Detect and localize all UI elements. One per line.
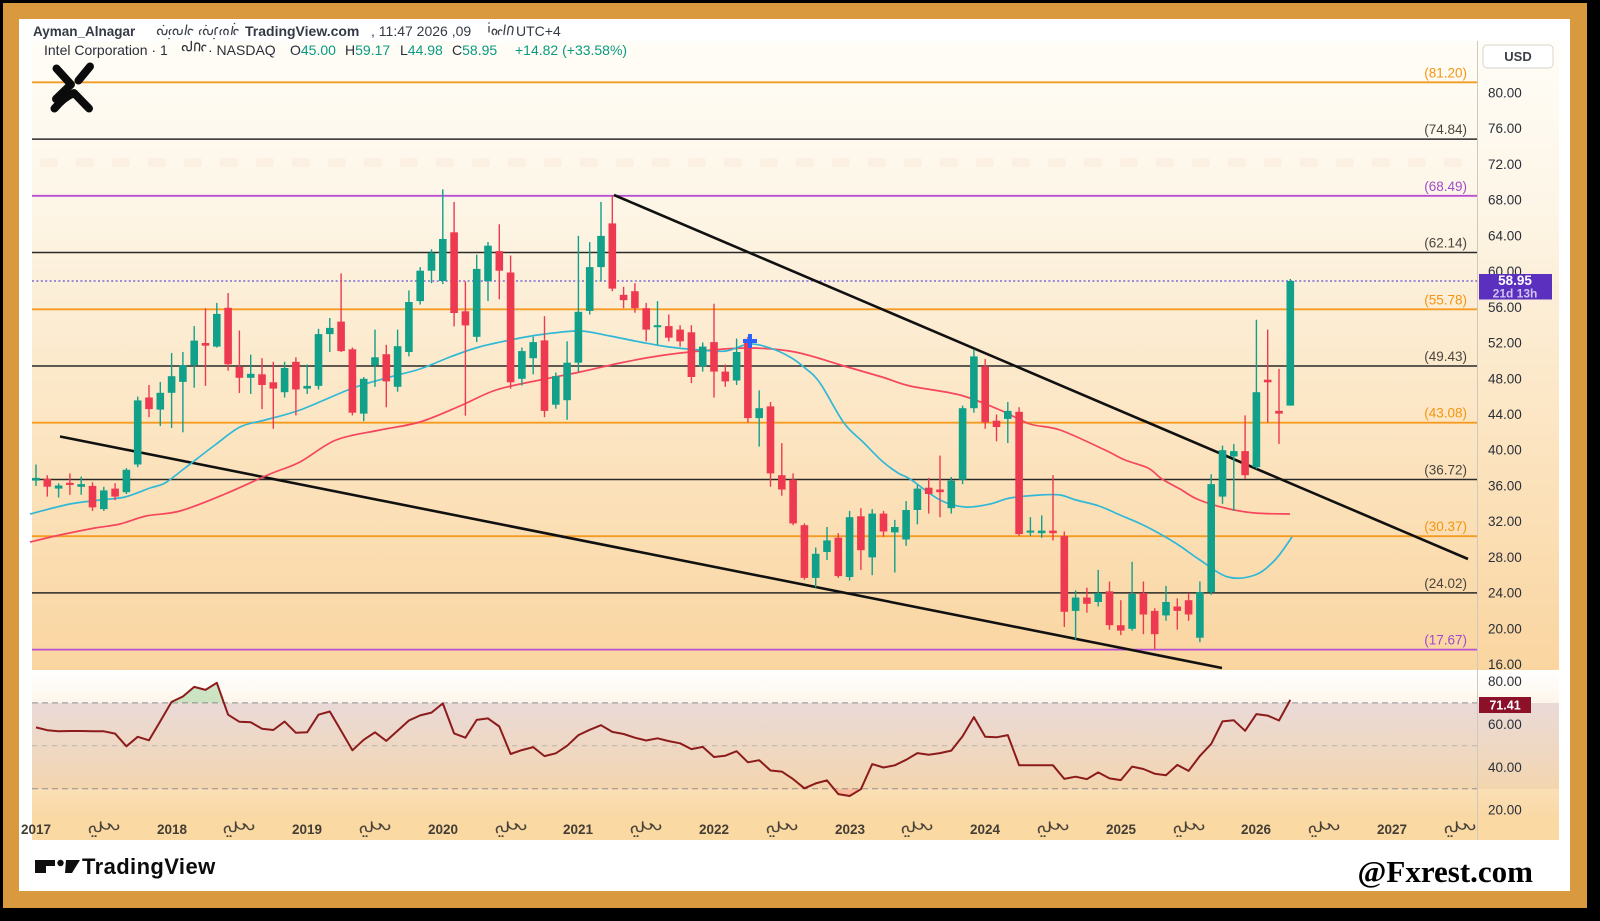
svg-text:UTC+4: UTC+4 [516, 23, 561, 39]
svg-text:(49.43): (49.43) [1424, 349, 1467, 364]
svg-text:40.00: 40.00 [1488, 760, 1522, 775]
svg-text:20.00: 20.00 [1488, 803, 1522, 818]
svg-text:(43.08): (43.08) [1424, 406, 1467, 421]
svg-text:2020: 2020 [428, 822, 458, 837]
svg-text:Intel Corporation · 1: Intel Corporation · 1 [44, 42, 168, 58]
svg-text:(17.67): (17.67) [1424, 633, 1467, 648]
svg-text:32.00: 32.00 [1488, 514, 1522, 529]
svg-text:2019: 2019 [292, 822, 322, 837]
svg-text:(36.72): (36.72) [1424, 463, 1467, 478]
svg-text:O45.00: O45.00 [290, 42, 336, 58]
svg-text:2026: 2026 [1241, 822, 1272, 837]
svg-text:(62.14): (62.14) [1424, 236, 1467, 251]
svg-text:52.00: 52.00 [1488, 336, 1522, 351]
svg-text:76.00: 76.00 [1488, 121, 1522, 136]
svg-text:2017: 2017 [21, 822, 51, 837]
svg-text:20.00: 20.00 [1488, 621, 1522, 636]
svg-text:28.00: 28.00 [1488, 550, 1522, 565]
svg-text:71.41: 71.41 [1489, 699, 1520, 713]
svg-text:H59.17: H59.17 [345, 42, 390, 58]
svg-text:L44.98: L44.98 [400, 42, 443, 58]
svg-text:USD: USD [1504, 49, 1531, 64]
svg-text:21d 13h: 21d 13h [1493, 287, 1538, 301]
svg-text:60.00: 60.00 [1488, 717, 1522, 732]
svg-text:(30.37): (30.37) [1424, 519, 1467, 534]
svg-text:2022: 2022 [699, 822, 729, 837]
svg-text:2027: 2027 [1377, 822, 1407, 837]
svg-text:48.00: 48.00 [1488, 371, 1522, 386]
svg-text:(55.78): (55.78) [1424, 292, 1467, 307]
svg-text:2021: 2021 [563, 822, 594, 837]
svg-text:72.00: 72.00 [1488, 157, 1522, 172]
svg-text:16.00: 16.00 [1488, 657, 1522, 672]
svg-text:2023: 2023 [835, 822, 866, 837]
svg-text:80.00: 80.00 [1488, 86, 1522, 101]
svg-text:· NASDAQ: · NASDAQ [208, 42, 276, 58]
svg-text:Ayman_Alnagar: Ayman_Alnagar [33, 24, 136, 39]
svg-text:44.00: 44.00 [1488, 407, 1522, 422]
svg-text:(68.49): (68.49) [1424, 179, 1467, 194]
svg-text:(74.84): (74.84) [1424, 122, 1467, 137]
svg-text:@Fxrest.com: @Fxrest.com [1358, 854, 1534, 889]
svg-text:58.95: 58.95 [1498, 273, 1532, 288]
svg-text:24.00: 24.00 [1488, 586, 1522, 601]
svg-text:, 11:47 2026 ,09: , 11:47 2026 ,09 [371, 23, 471, 39]
svg-text:36.00: 36.00 [1488, 478, 1522, 493]
svg-text:TradingView.com: TradingView.com [245, 23, 359, 39]
svg-text:56.00: 56.00 [1488, 300, 1522, 315]
svg-text:+14.82 (+33.58%): +14.82 (+33.58%) [515, 42, 627, 58]
svg-text:TradingView: TradingView [82, 854, 216, 879]
svg-text:(24.02): (24.02) [1424, 576, 1467, 591]
svg-text:80.00: 80.00 [1488, 674, 1522, 689]
svg-text:2018: 2018 [157, 822, 188, 837]
svg-text:C58.95: C58.95 [452, 42, 497, 58]
svg-text:68.00: 68.00 [1488, 193, 1522, 208]
svg-text:(81.20): (81.20) [1424, 65, 1467, 80]
svg-text:2025: 2025 [1106, 822, 1137, 837]
svg-text:2024: 2024 [970, 822, 1001, 837]
svg-text:40.00: 40.00 [1488, 443, 1522, 458]
svg-text:64.00: 64.00 [1488, 228, 1522, 243]
